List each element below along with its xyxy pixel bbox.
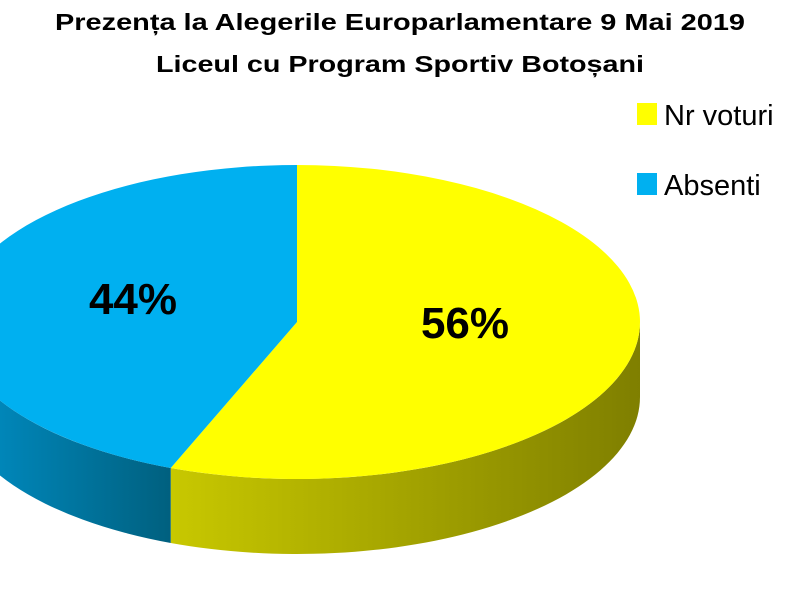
chart-title: Prezența la Alegerile Europarlamentare 9… — [55, 9, 745, 36]
pie-side-absenti — [0, 400, 171, 543]
pie-side-nr-voturi — [170, 322, 640, 554]
legend-label-absenti: Absenti — [664, 170, 761, 202]
data-label-absenti: 44% — [89, 275, 177, 324]
pie-group — [0, 165, 640, 554]
pie-slice-nr-voturi — [170, 165, 640, 479]
legend-label-nr-voturi: Nr voturi — [664, 100, 774, 132]
legend-swatch-nr-voturi — [637, 103, 657, 125]
pie-slice-absenti — [0, 165, 297, 468]
chart-subtitle: Liceul cu Program Sportiv Botoșani — [156, 51, 644, 78]
data-label-nr-voturi: 56% — [421, 299, 509, 348]
legend-swatch-absenti — [637, 173, 657, 195]
